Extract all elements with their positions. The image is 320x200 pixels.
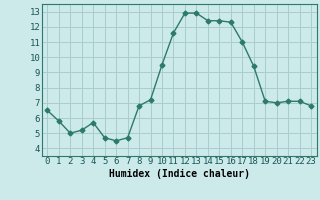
X-axis label: Humidex (Indice chaleur): Humidex (Indice chaleur) xyxy=(109,169,250,179)
